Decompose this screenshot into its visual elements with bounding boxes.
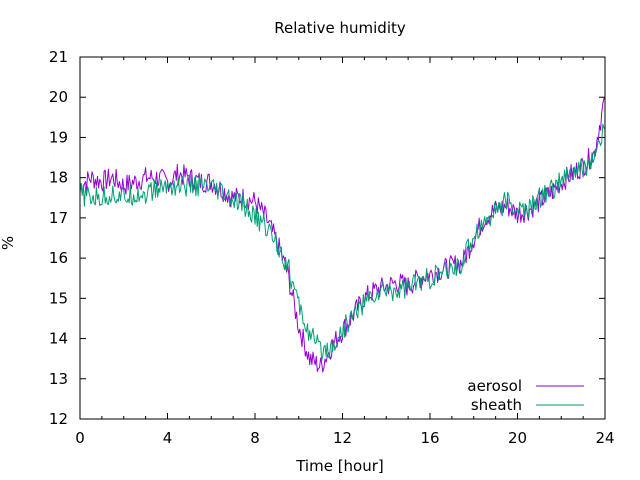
y-tick-label: 16: [49, 249, 68, 267]
series-line-sheath: [79, 123, 606, 362]
y-tick-label: 19: [49, 128, 68, 146]
x-tick-label: 16: [420, 429, 439, 447]
y-tick-label: 13: [49, 370, 68, 388]
x-tick-label: 24: [595, 429, 614, 447]
legend-label-sheath: sheath: [471, 396, 522, 414]
x-tick-label: 0: [75, 429, 85, 447]
x-tick-label: 12: [333, 429, 352, 447]
y-tick-label: 15: [49, 289, 68, 307]
y-tick-label: 17: [49, 209, 68, 227]
axis-ticks: 12 13 14 15 16 17 18 19 20 21 0 4 8 12 16 20 24: [49, 48, 615, 447]
x-axis-label: Time [hour]: [295, 457, 384, 475]
legend-label-aerosol: aerosol: [467, 377, 522, 395]
y-tick-label: 20: [49, 88, 68, 106]
plot-frame: [79, 56, 606, 420]
y-tick-label: 21: [49, 48, 68, 66]
y-tick-label: 14: [49, 330, 68, 348]
series-lines: [79, 96, 606, 373]
x-tick-label: 4: [163, 429, 173, 447]
x-tick-label: 8: [250, 429, 260, 447]
y-tick-label: 18: [49, 169, 68, 187]
series-line-aerosol: [79, 96, 606, 373]
y-tick-label: 12: [49, 410, 68, 428]
y-axis-label: %: [0, 236, 17, 250]
x-tick-label: 20: [508, 429, 527, 447]
chart-title: Relative humidity: [274, 19, 406, 37]
